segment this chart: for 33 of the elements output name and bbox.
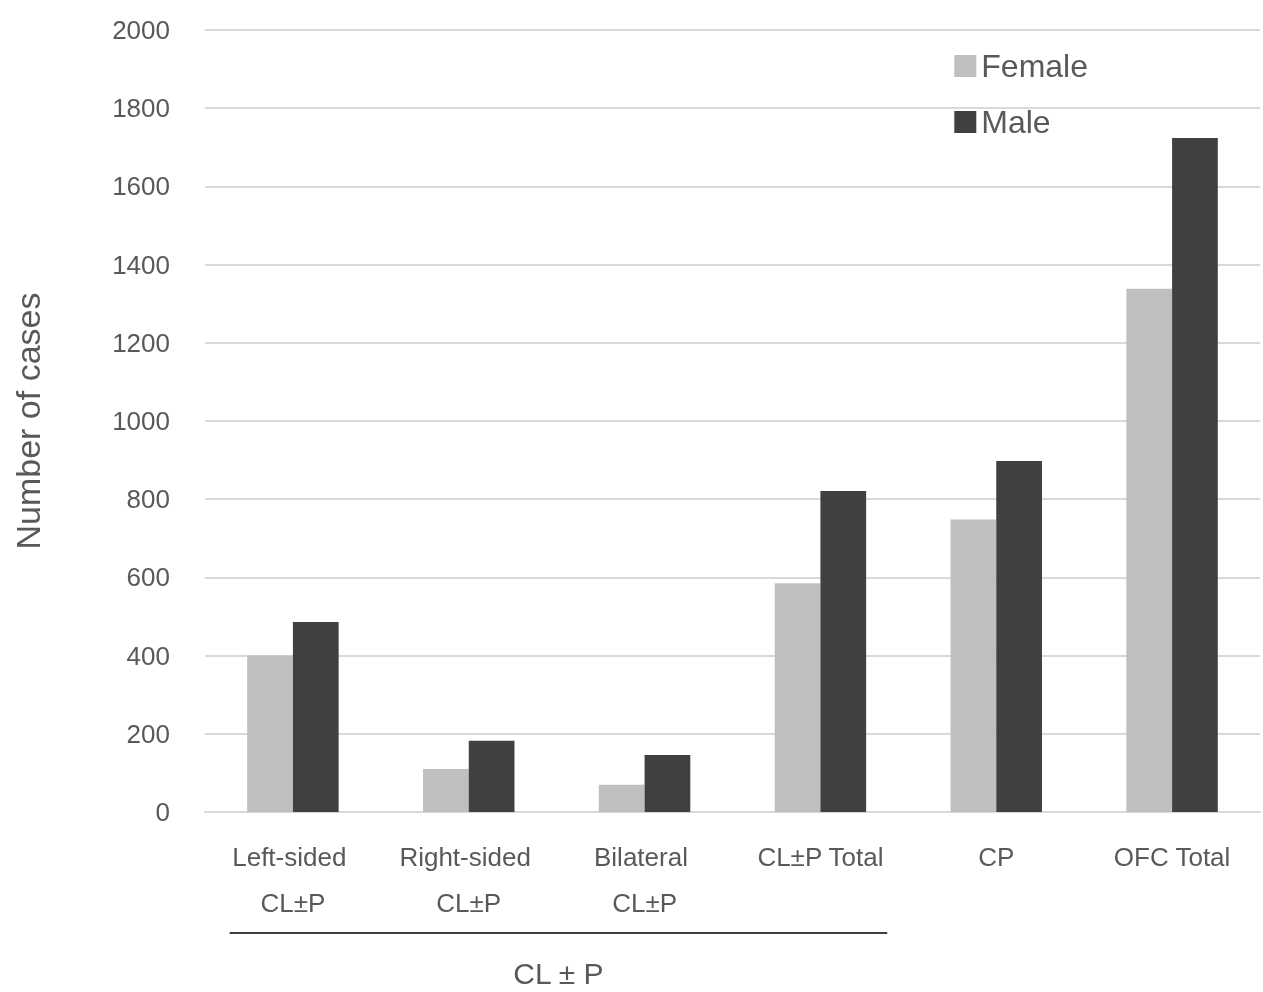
y-tick-label: 800 xyxy=(126,484,170,515)
y-tick-label: 1200 xyxy=(112,327,170,358)
y-tick-label: 200 xyxy=(126,718,170,749)
y-tick-label: 600 xyxy=(126,562,170,593)
bar xyxy=(247,655,293,812)
x-tick-label: CL±P Total xyxy=(757,842,884,872)
bar xyxy=(1172,137,1218,812)
bar xyxy=(423,768,469,812)
y-tick-label: 1600 xyxy=(112,171,170,202)
x-tick-label: Left-sided CL±P xyxy=(232,842,354,918)
bar xyxy=(598,784,645,812)
y-tick-label: 1400 xyxy=(112,249,170,280)
text: CL ± P xyxy=(513,956,604,990)
bar xyxy=(644,754,691,812)
legend-label: Female xyxy=(981,48,1088,84)
legend-label: Male xyxy=(981,104,1051,140)
y-tick-label: 0 xyxy=(155,797,170,827)
y-tick-label: 1800 xyxy=(112,93,170,124)
x-tick-label: CP xyxy=(978,842,1015,872)
y-tick-label: 1000 xyxy=(112,406,170,436)
bar xyxy=(292,621,339,812)
x-tick-label: OFC Total xyxy=(1113,842,1231,872)
bar xyxy=(1126,288,1173,812)
bar xyxy=(774,583,821,812)
bar xyxy=(996,460,1042,812)
bar xyxy=(820,490,867,812)
y-tick-label: 400 xyxy=(126,640,170,671)
x-tick-label: Right-sided CL±P xyxy=(399,842,539,918)
bar xyxy=(950,519,997,812)
y-tick-label: 2000 xyxy=(112,15,170,45)
x-tick-label: Bilateral CL±P xyxy=(594,842,696,918)
y-axis-title: Number of cases xyxy=(9,292,47,550)
bar xyxy=(468,740,515,812)
